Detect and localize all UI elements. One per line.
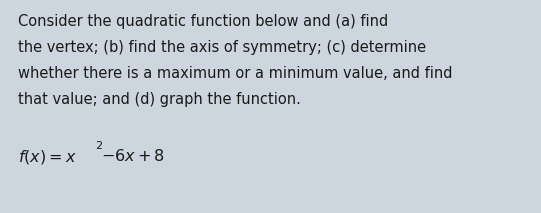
Text: $f(x)=x$: $f(x)=x$ [18, 148, 77, 166]
Text: Consider the quadratic function below and (a) find: Consider the quadratic function below an… [18, 14, 388, 29]
Text: $-6x+8$: $-6x+8$ [101, 148, 164, 164]
Text: the vertex; (b) find the axis of symmetry; (c) determine: the vertex; (b) find the axis of symmetr… [18, 40, 426, 55]
Text: that value; and (d) graph the function.: that value; and (d) graph the function. [18, 92, 301, 107]
Text: $2$: $2$ [95, 140, 103, 151]
Text: whether there is a maximum or a minimum value, and find: whether there is a maximum or a minimum … [18, 66, 452, 81]
